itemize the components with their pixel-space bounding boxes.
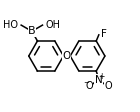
Text: N: N bbox=[95, 75, 102, 85]
Text: HO: HO bbox=[3, 20, 18, 30]
Text: B: B bbox=[28, 26, 36, 36]
Text: O: O bbox=[63, 51, 71, 61]
Text: OH: OH bbox=[46, 20, 61, 30]
Text: O: O bbox=[85, 81, 93, 91]
Text: −: − bbox=[84, 80, 89, 86]
Text: O: O bbox=[104, 81, 112, 91]
Text: F: F bbox=[101, 29, 107, 39]
Text: +: + bbox=[98, 72, 104, 81]
